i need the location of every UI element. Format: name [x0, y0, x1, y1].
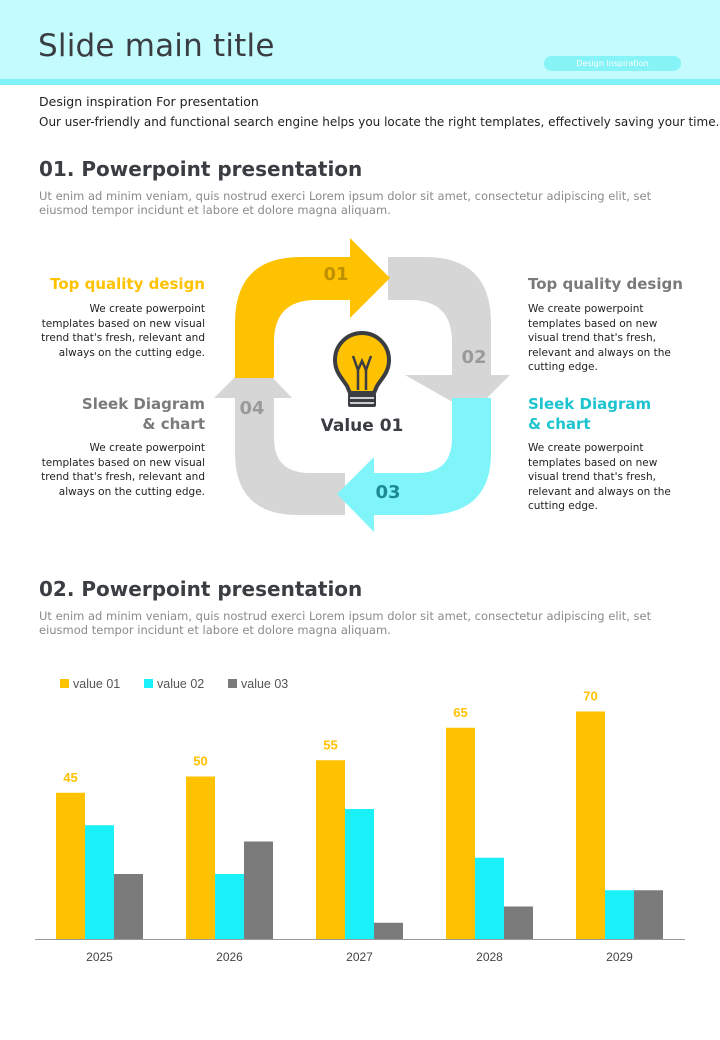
lightbulb-icon [332, 330, 392, 407]
legend-label-3: value 03 [241, 677, 288, 691]
page-title: Slide main title [38, 28, 275, 64]
bar-2026-series1 [186, 776, 215, 939]
block2-title: Top quality design [528, 275, 683, 293]
data-label-2026: 50 [193, 754, 207, 769]
bar-2026-series3 [244, 841, 273, 939]
x-tick-label-2027: 2027 [346, 950, 373, 964]
section2-title: 02. Powerpoint presentation [39, 577, 363, 601]
block3-title: Sleek Diagram [81, 395, 205, 413]
center-value-label: Value 01 [321, 416, 404, 436]
step-number-04: 04 [239, 398, 264, 419]
bar-2029-series3 [634, 890, 663, 939]
data-label-2029: 70 [583, 689, 597, 704]
header-pill-badge: Design inspiration [544, 56, 681, 71]
block4-title-line2: & chart [528, 415, 591, 433]
data-label-2027: 55 [323, 737, 337, 752]
bar-2029-series1 [576, 711, 605, 939]
legend-swatch-1 [60, 679, 69, 688]
intro-title: Design inspiration For presentation [39, 94, 259, 109]
bar-2029-series2 [605, 890, 634, 939]
cycle-segment-01 [235, 238, 390, 378]
cycle-segment-04 [214, 358, 345, 515]
bar-2028-series1 [446, 727, 475, 939]
data-label-2025: 45 [63, 770, 77, 785]
bar-2027-series1 [316, 760, 345, 939]
x-tick-label-2025: 2025 [86, 950, 113, 964]
bar-2025-series1 [56, 792, 85, 939]
intro-body: Our user-friendly and functional search … [39, 115, 720, 129]
legend-swatch-2 [144, 679, 153, 688]
bar-chart: value 01 value 02 value 03 45 2025 50 2026 55 20… [35, 677, 685, 964]
step-number-02: 02 [461, 347, 486, 368]
step-number-01: 01 [323, 264, 348, 285]
x-tick-label-2029: 2029 [606, 950, 633, 964]
bar-2025-series2 [85, 825, 114, 939]
block2-desc: We create powerpoint templates based on … [528, 303, 671, 373]
cycle-diagram: 01 02 03 04 Value 01 [214, 238, 510, 532]
section2-body: Ut enim ad minim veniam, quis nostrud ex… [39, 609, 652, 637]
legend-label-2: value 02 [157, 677, 204, 691]
bar-2027-series3 [374, 922, 403, 939]
block3-title-line2: & chart [142, 415, 205, 433]
bar-2028-series3 [504, 906, 533, 939]
block4-title: Sleek Diagram [528, 395, 652, 413]
bar-2025-series3 [114, 874, 143, 939]
block1-title: Top quality design [50, 275, 205, 293]
block4-desc: We create powerpoint templates based on … [528, 442, 671, 512]
block3-desc: We create powerpoint templates based on … [41, 442, 205, 498]
section1-title: 01. Powerpoint presentation [39, 157, 363, 181]
x-tick-label-2026: 2026 [216, 950, 243, 964]
bar-2026-series2 [215, 874, 244, 939]
legend-label-1: value 01 [73, 677, 120, 691]
x-tick-label-2028: 2028 [476, 950, 503, 964]
bar-2027-series2 [345, 809, 374, 939]
cycle-segment-03 [337, 398, 491, 532]
section1-body: Ut enim ad minim veniam, quis nostrud ex… [39, 189, 652, 217]
cycle-segment-02 [388, 257, 510, 413]
legend-swatch-3 [228, 679, 237, 688]
bar-2028-series2 [475, 857, 504, 939]
header-divider [0, 79, 720, 85]
data-label-2028: 65 [453, 705, 467, 720]
block1-desc: We create powerpoint templates based on … [41, 303, 205, 359]
step-number-03: 03 [375, 482, 400, 503]
